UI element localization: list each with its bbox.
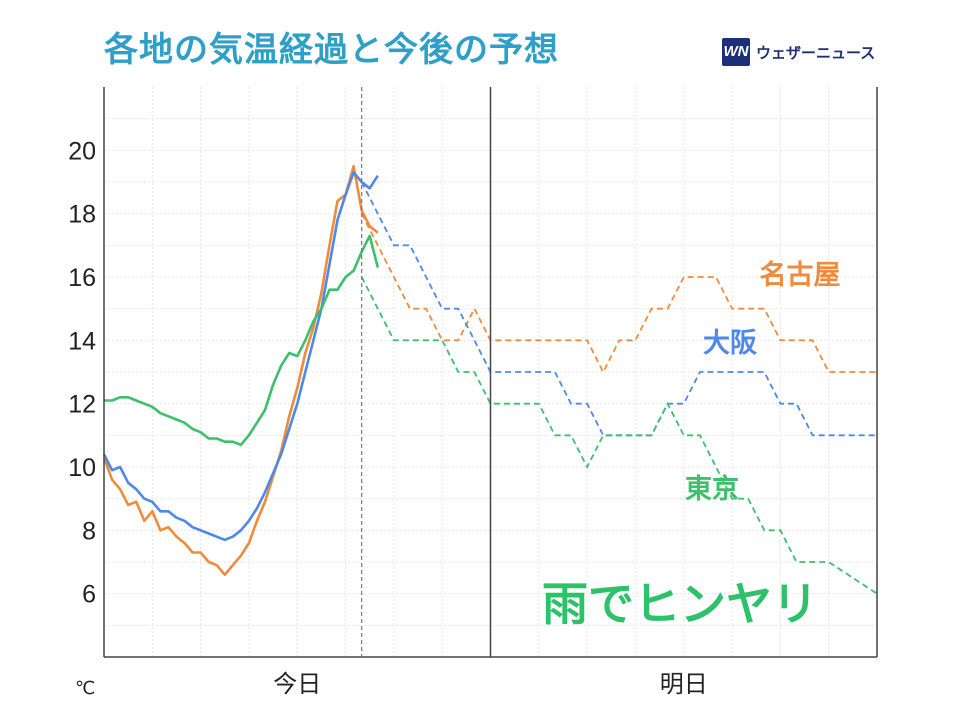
y-tick-label: 18: [68, 201, 96, 229]
unit-label: ℃: [75, 678, 95, 699]
weathernews-logo-icon: WN: [722, 38, 750, 66]
brand-name: ウェザーニュース: [756, 43, 876, 62]
series-label-名古屋: 名古屋: [760, 259, 841, 291]
x-category-label: 今日: [273, 670, 321, 698]
y-axis-ticks: 6 8 10 12 14 16 18 20: [68, 137, 96, 608]
series-lines: [102, 164, 878, 595]
y-tick-label: 14: [68, 327, 96, 355]
forecast-line-名古屋: [360, 213, 877, 374]
forecast-line-東京: [360, 276, 878, 595]
brand: WN ウェザーニュース: [722, 38, 875, 66]
y-tick-label: 6: [82, 581, 96, 609]
y-tick-label: 12: [68, 391, 96, 419]
y-tick-label: 16: [68, 264, 96, 292]
y-tick-label: 10: [68, 454, 96, 482]
series-label-東京: 東京: [685, 473, 739, 505]
chart-title: 各地の気温経過と今後の予想: [104, 30, 559, 70]
observed-line-名古屋: [102, 164, 379, 577]
x-category-label: 明日: [660, 670, 708, 698]
y-tick-label: 8: [82, 517, 96, 545]
annotation-text: 雨でヒンヤリ: [542, 577, 818, 631]
observed-line-東京: [104, 234, 380, 447]
plot-frame: [103, 87, 878, 658]
observed-line-大阪: [102, 171, 379, 542]
series-label-大阪: 大阪: [703, 328, 757, 359]
y-tick-label: 20: [68, 137, 96, 165]
forecast-line-大阪: [360, 181, 877, 437]
